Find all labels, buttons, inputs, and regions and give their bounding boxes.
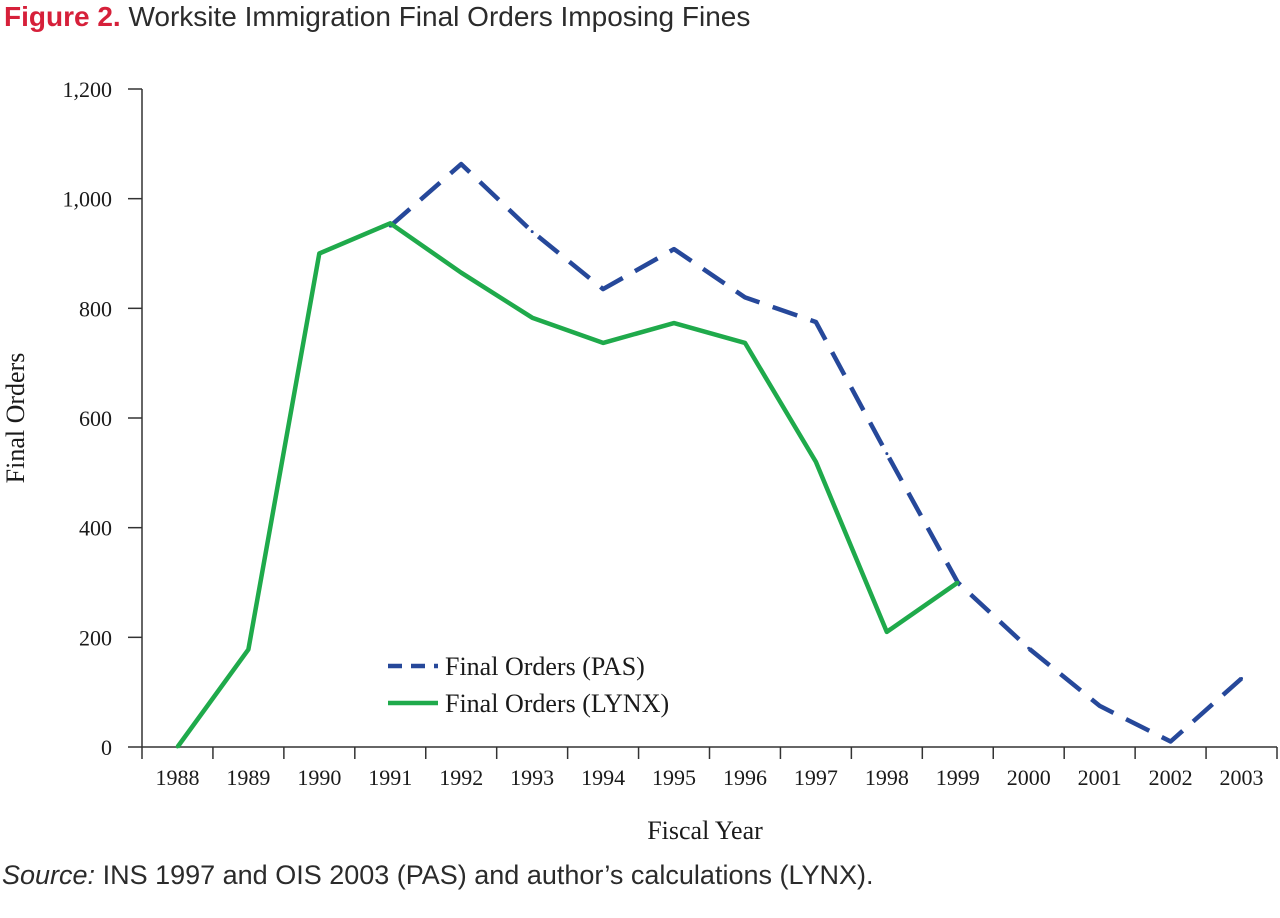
source-note: Source: INS 1997 and OIS 2003 (PAS) and … bbox=[2, 858, 874, 892]
data-point bbox=[672, 321, 676, 325]
data-point bbox=[743, 295, 747, 299]
figure-title-text: Worksite Immigration Final Orders Imposi… bbox=[120, 1, 751, 32]
data-point bbox=[956, 581, 960, 584]
data-point bbox=[530, 230, 534, 234]
x-tick-label: 2003 bbox=[1220, 765, 1264, 790]
data-point bbox=[885, 452, 889, 456]
y-tick-label: 400 bbox=[79, 516, 112, 541]
x-tick-label: 1996 bbox=[723, 765, 767, 790]
x-tick-label: 2000 bbox=[1007, 765, 1051, 790]
source-text: INS 1997 and OIS 2003 (PAS) and author’s… bbox=[95, 860, 874, 890]
legend: Final Orders (PAS) Final Orders (LYNX) bbox=[388, 652, 669, 718]
x-tick-label: 2001 bbox=[1078, 765, 1122, 790]
data-point bbox=[814, 460, 818, 464]
data-point bbox=[672, 247, 676, 251]
x-ticks: 1988 1989 1990 1991 1992 1993 1994 1995 1996 1997… bbox=[141, 747, 1278, 790]
data-point bbox=[1098, 704, 1102, 708]
y-tick-label: 1,000 bbox=[63, 187, 113, 212]
figure-title: Figure 2. Worksite Immigration Final Ord… bbox=[4, 0, 750, 34]
x-tick-label: 1988 bbox=[155, 765, 199, 790]
data-point bbox=[246, 647, 250, 651]
x-tick-label: 1993 bbox=[510, 765, 554, 790]
x-axis-label: Fiscal Year bbox=[647, 816, 763, 845]
data-point bbox=[743, 341, 747, 345]
legend-label: Final Orders (PAS) bbox=[445, 652, 645, 681]
y-tick-label: 0 bbox=[101, 735, 112, 760]
x-tick-label: 1991 bbox=[368, 765, 412, 790]
series-group bbox=[175, 161, 1244, 749]
data-point bbox=[885, 630, 889, 634]
x-tick-label: 2002 bbox=[1149, 765, 1193, 790]
x-tick-label: 1999 bbox=[936, 765, 980, 790]
legend-label: Final Orders (LYNX) bbox=[445, 689, 669, 718]
axes bbox=[141, 89, 1277, 748]
x-tick-label: 1997 bbox=[794, 765, 838, 790]
data-point bbox=[459, 162, 463, 166]
data-point bbox=[175, 745, 179, 749]
source-label: Source: bbox=[2, 860, 96, 890]
y-ticks: 0 200 400 600 800 1,000 1,200 bbox=[63, 77, 142, 760]
y-tick-label: 1,200 bbox=[63, 77, 113, 102]
data-point bbox=[1027, 646, 1031, 650]
x-tick-label: 1992 bbox=[439, 765, 483, 790]
data-point bbox=[459, 271, 463, 275]
figure-number: Figure 2. bbox=[4, 1, 121, 32]
series-line-lynx bbox=[175, 221, 960, 749]
data-point bbox=[388, 221, 392, 225]
y-tick-label: 600 bbox=[79, 406, 112, 431]
data-point bbox=[317, 252, 321, 255]
data-point bbox=[601, 341, 605, 345]
y-axis-label: Final Orders bbox=[1, 353, 30, 484]
data-point bbox=[1169, 740, 1173, 744]
x-tick-label: 1998 bbox=[865, 765, 909, 790]
x-tick-label: 1990 bbox=[297, 765, 341, 790]
x-tick-label: 1994 bbox=[581, 765, 625, 790]
data-point bbox=[530, 316, 534, 320]
y-tick-label: 800 bbox=[79, 296, 112, 321]
y-tick-label: 200 bbox=[79, 625, 112, 650]
x-tick-label: 1995 bbox=[652, 765, 696, 790]
data-point bbox=[601, 287, 605, 291]
data-point bbox=[814, 320, 818, 324]
x-tick-label: 1989 bbox=[226, 765, 270, 790]
data-point bbox=[1240, 676, 1244, 680]
